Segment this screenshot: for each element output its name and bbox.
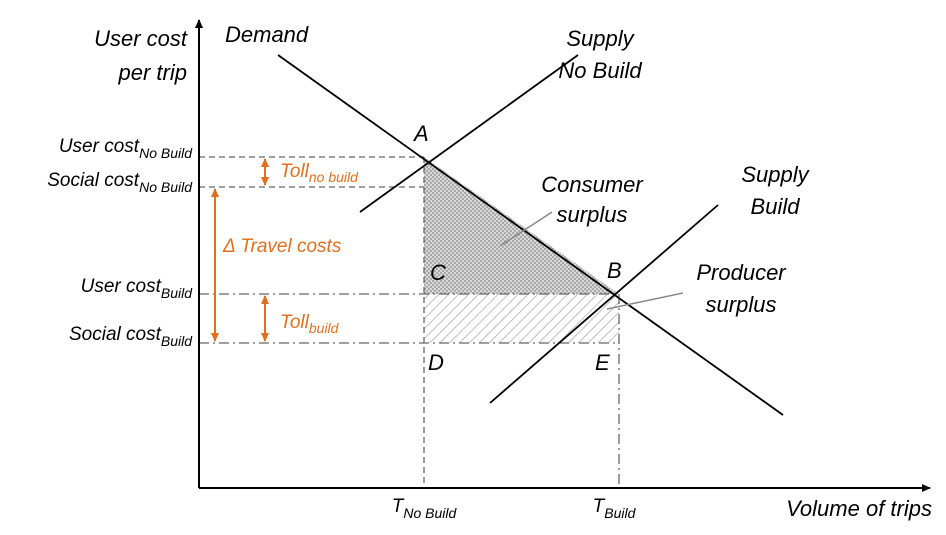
x-axis-title: Volume of trips [786,496,932,521]
label-text: T [593,496,606,517]
leader-line [499,211,553,247]
demand-curve [277,54,784,416]
area-label: Consumer [541,172,644,197]
point-label: E [595,350,610,375]
area-label: surplus [557,202,628,227]
point-label: B [607,258,622,283]
curve-label: Build [751,194,801,219]
leader-line [606,292,684,310]
y-label: Social costNo Build [47,170,193,195]
y-label: User costNo Build [59,136,193,161]
x-label: TNo Build [392,496,458,521]
y-axis-title: User cost [94,26,188,51]
label-text: T [392,496,405,517]
label-text: Toll [280,312,310,333]
supply-build-curve [489,204,719,404]
label-subscript: no build [309,169,359,185]
supply-no-build-curve [359,54,579,213]
y-axis-title: per trip [118,60,187,85]
toll-label: Tollbuild [280,312,340,336]
point-label: A [412,121,429,146]
area-label: surplus [706,292,777,317]
curve-label: No Build [558,58,642,83]
curve-label: Demand [225,22,309,47]
toll-label: Tollno build [280,161,359,185]
curve-label: Supply [741,162,810,187]
consumer-surplus-area [424,157,619,294]
travel-cost-label: Δ Travel costs [222,236,342,257]
producer-surplus-area [424,294,619,343]
label-text: User cost [59,136,140,157]
label-text: Toll [280,161,310,182]
area-label: Producer [696,260,787,285]
label-subscript: build [309,320,340,336]
curve-label: Supply [566,26,635,51]
y-label: Social costBuild [69,324,193,349]
x-label: TBuild [593,496,637,521]
label-subscript: Build [161,285,193,301]
point-label: D [428,350,444,375]
label-subscript: No Build [139,179,193,195]
label-subscript: Build [604,505,636,521]
point-label: C [430,260,446,285]
label-text: User cost [81,276,162,297]
label-subscript: Build [161,333,193,349]
y-label: User costBuild [81,276,194,301]
label-text: Social cost [69,324,162,345]
label-subscript: No Build [139,145,193,161]
label-subscript: No Build [403,505,457,521]
label-text: Social cost [47,170,140,191]
